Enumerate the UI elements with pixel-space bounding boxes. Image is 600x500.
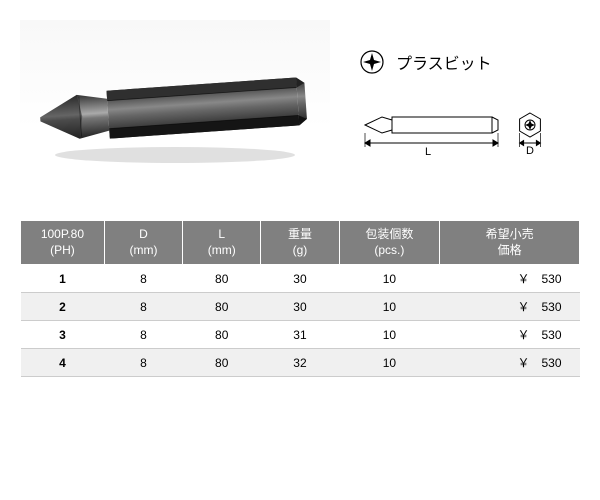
header-row: 100P.80 (PH) D (mm) L (mm) 重量 (g) 包装個数 (…: [21, 221, 580, 265]
cell-d: 8: [104, 293, 182, 321]
cell-model: 3: [21, 321, 105, 349]
col-d: D (mm): [104, 221, 182, 265]
top-section: プラスビット L: [20, 20, 580, 200]
bit-photo-illustration: [30, 50, 320, 170]
cell-model: 4: [21, 349, 105, 377]
cell-weight: 30: [261, 293, 339, 321]
phillips-icon: [360, 50, 384, 74]
cell-price: ￥ 530: [440, 293, 580, 321]
col-price: 希望小売 価格: [440, 221, 580, 265]
cell-pack: 10: [339, 321, 440, 349]
col-model: 100P.80 (PH): [21, 221, 105, 265]
cell-model: 1: [21, 265, 105, 293]
right-info: プラスビット L: [360, 20, 580, 174]
type-label: プラスビット: [396, 50, 492, 74]
cell-weight: 31: [261, 321, 339, 349]
product-photo: [20, 20, 330, 200]
col-weight: 重量 (g): [261, 221, 339, 265]
spec-table: 100P.80 (PH) D (mm) L (mm) 重量 (g) 包装個数 (…: [20, 220, 580, 377]
cell-price: ￥ 530: [440, 321, 580, 349]
table-row: 1 8 80 30 10 ￥ 530: [21, 265, 580, 293]
table-body: 1 8 80 30 10 ￥ 530 2 8 80 30 10 ￥ 530 3 …: [21, 265, 580, 377]
table-row: 2 8 80 30 10 ￥ 530: [21, 293, 580, 321]
cell-pack: 10: [339, 293, 440, 321]
cell-l: 80: [183, 265, 261, 293]
cell-pack: 10: [339, 265, 440, 293]
cell-weight: 32: [261, 349, 339, 377]
col-pack: 包装個数 (pcs.): [339, 221, 440, 265]
cell-price: ￥ 530: [440, 349, 580, 377]
cell-weight: 30: [261, 265, 339, 293]
cell-model: 2: [21, 293, 105, 321]
table-row: 3 8 80 31 10 ￥ 530: [21, 321, 580, 349]
dimension-diagram: L D: [360, 99, 560, 169]
cell-l: 80: [183, 293, 261, 321]
diameter-symbol: D: [526, 145, 534, 157]
length-symbol: L: [425, 146, 431, 158]
cell-d: 8: [104, 349, 182, 377]
cell-price: ￥ 530: [440, 265, 580, 293]
cell-d: 8: [104, 321, 182, 349]
cell-l: 80: [183, 349, 261, 377]
table-row: 4 8 80 32 10 ￥ 530: [21, 349, 580, 377]
col-l: L (mm): [183, 221, 261, 265]
cell-d: 8: [104, 265, 182, 293]
type-row: プラスビット: [360, 50, 580, 74]
cell-pack: 10: [339, 349, 440, 377]
cell-l: 80: [183, 321, 261, 349]
